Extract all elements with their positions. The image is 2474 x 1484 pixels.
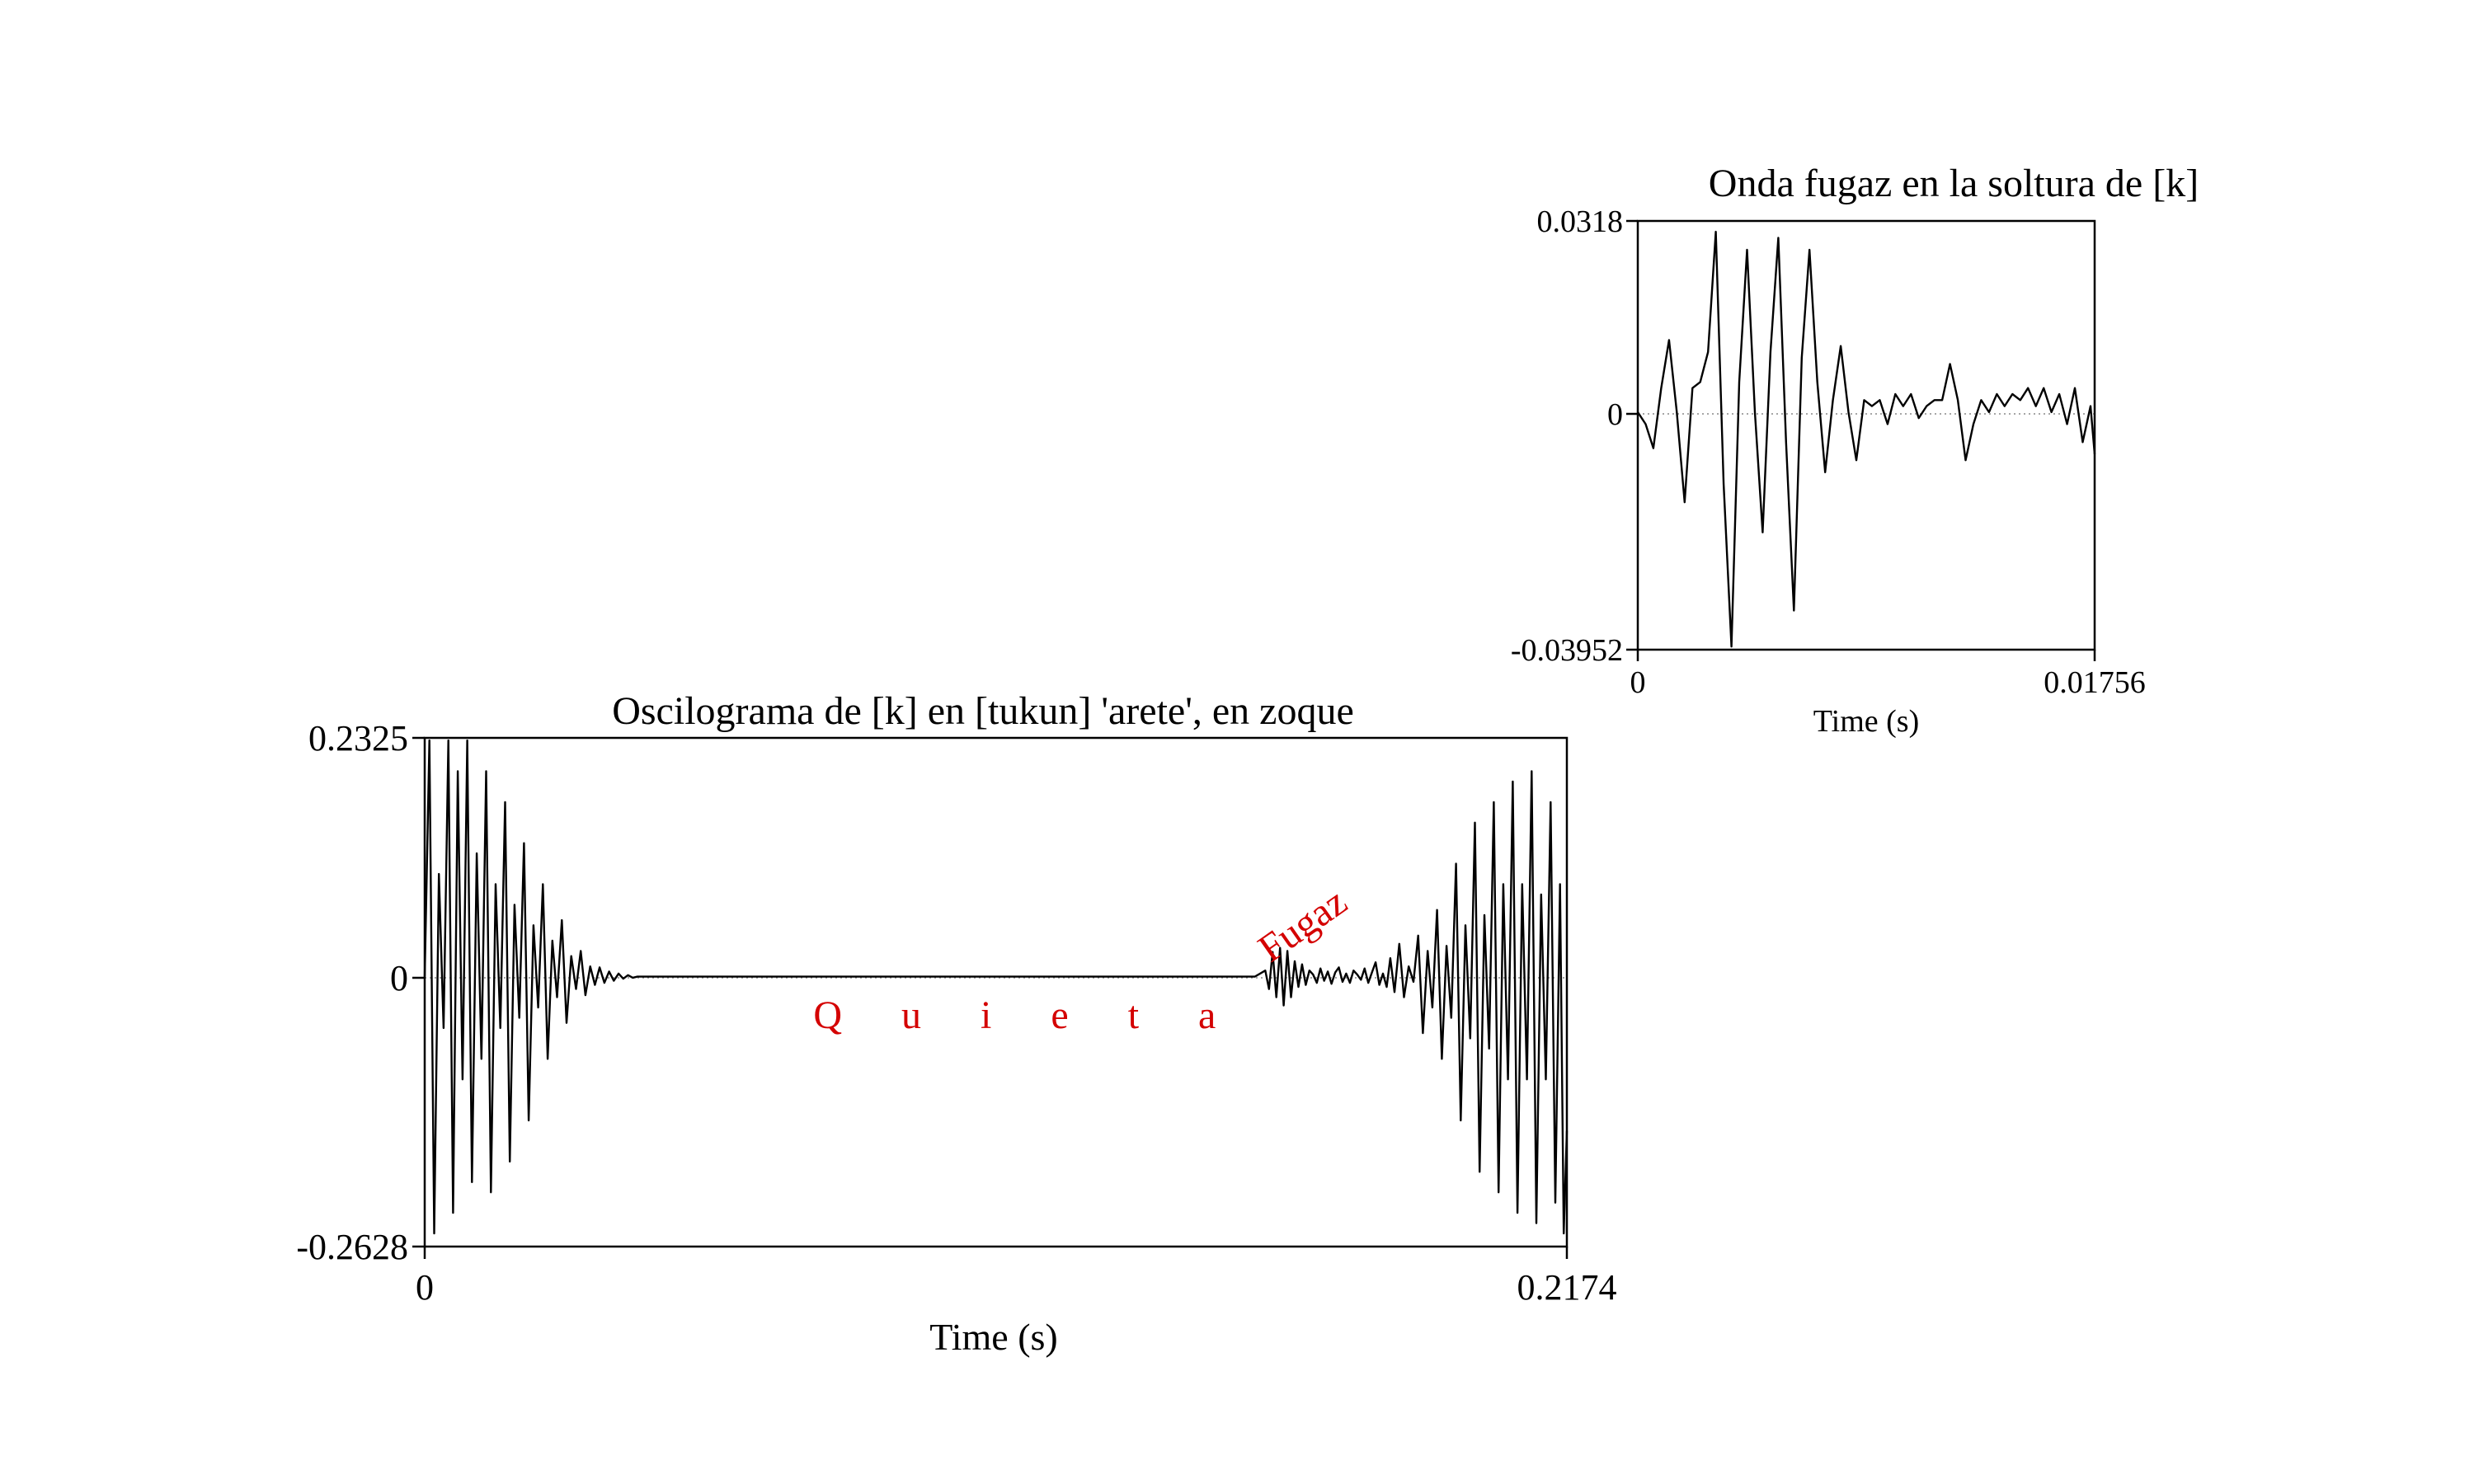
main-oscillogram-chart: Oscilograma de [k] en [tukun] 'arete', e… <box>296 689 1616 1358</box>
main-ytick-label-max: 0.2325 <box>308 718 408 758</box>
quieta-annotation: Q u i e t a <box>813 993 1240 1037</box>
release-burst-chart: Onda fugaz en la soltura de [k] 0.0318 0… <box>1511 162 2199 739</box>
inset-plot-frame <box>1636 219 2096 651</box>
main-waveform-line <box>423 739 1569 1235</box>
main-x-axis-label: Time (s) <box>929 1316 1058 1358</box>
inset-ytick-label-max: 0.0318 <box>1537 204 1624 239</box>
inset-xtick-label-start: 0 <box>1630 665 1646 700</box>
inset-ytick-label-zero: 0 <box>1607 397 1623 432</box>
inset-waveform-line <box>1636 230 2096 648</box>
main-xtick-label-start: 0 <box>416 1267 434 1308</box>
inset-x-axis-label: Time (s) <box>1813 704 1919 739</box>
main-chart-title: Oscilograma de [k] en [tukun] 'arete', e… <box>612 689 1354 733</box>
inset-ytick-label-min: -0.03952 <box>1511 633 1623 668</box>
main-xtick-label-end: 0.2174 <box>1517 1267 1617 1308</box>
inset-xtick-label-end: 0.01756 <box>2044 665 2146 700</box>
main-ytick-label-min: -0.2628 <box>296 1227 408 1267</box>
fugaz-annotation: Fugaz <box>1250 880 1354 971</box>
main-plot-frame <box>423 736 1569 1248</box>
inset-chart-title: Onda fugaz en la soltura de [k] <box>1709 162 2199 205</box>
main-ytick-label-zero: 0 <box>390 958 408 998</box>
